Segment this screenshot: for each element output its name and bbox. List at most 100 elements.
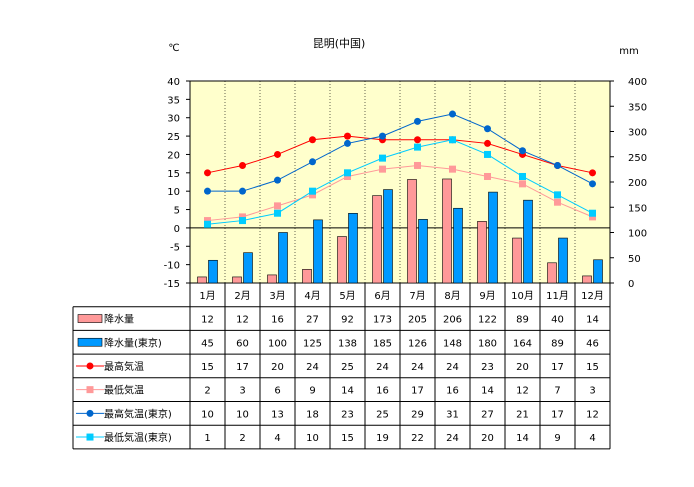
bar — [302, 269, 312, 284]
bar — [418, 219, 428, 284]
y-right-tick-label: 200 — [628, 178, 647, 189]
line-point — [519, 147, 526, 155]
bar — [313, 219, 323, 284]
table-cell: 20 — [516, 362, 529, 373]
bar — [453, 207, 463, 284]
table-cell: 89 — [516, 315, 529, 326]
line-point — [414, 117, 421, 125]
y-left-tick-label: 35 — [167, 95, 180, 106]
y-left-tick-label: -5 — [170, 242, 180, 253]
table-cell: 185 — [373, 338, 392, 349]
table-cell: 13 — [271, 409, 284, 420]
bar — [278, 232, 288, 284]
bar — [243, 252, 253, 284]
table-cell: 14 — [481, 386, 494, 397]
bar — [582, 275, 592, 284]
line-point — [274, 209, 281, 217]
table-cell: 7 — [554, 386, 560, 397]
table-cell: 126 — [408, 338, 427, 349]
table-cell: 9 — [554, 433, 560, 444]
bar — [197, 276, 207, 284]
table-cell: 20 — [481, 433, 494, 444]
bar — [442, 178, 452, 284]
y-left-unit-label: ℃ — [168, 43, 179, 54]
line-point — [484, 125, 491, 133]
x-tick-label: 12月 — [581, 290, 604, 302]
legend-label: 最低気温(東京) — [104, 431, 172, 444]
bar — [267, 274, 277, 284]
line-point — [589, 180, 596, 188]
line-point — [204, 187, 211, 195]
table-cell: 4 — [274, 433, 280, 444]
table-cell: 12 — [201, 315, 214, 326]
table-cell: 23 — [341, 409, 354, 420]
table-cell: 9 — [309, 386, 315, 397]
line-point — [239, 161, 246, 169]
table-cell: 27 — [481, 409, 494, 420]
x-tick-label: 5月 — [339, 290, 355, 302]
bar — [407, 179, 417, 284]
table-cell: 20 — [271, 362, 284, 373]
y-left-tick-label: 40 — [167, 77, 180, 88]
bar — [208, 259, 218, 284]
line-point — [239, 187, 246, 195]
table-cell: 3 — [239, 386, 245, 397]
table-cell: 122 — [478, 315, 497, 326]
line-point — [274, 150, 281, 158]
table-cell: 24 — [411, 362, 424, 373]
table-cell: 15 — [201, 362, 214, 373]
table-cell: 17 — [551, 409, 564, 420]
table-cell: 18 — [306, 409, 319, 420]
table-cell: 27 — [306, 315, 319, 326]
line-point — [554, 198, 561, 206]
line-point — [449, 165, 456, 173]
table-cell: 17 — [411, 386, 424, 397]
table-cell: 138 — [338, 338, 357, 349]
table-cell: 3 — [589, 386, 595, 397]
x-tick-label: 4月 — [304, 290, 320, 302]
x-tick-label: 3月 — [269, 290, 285, 302]
y-left-tick-label: 5 — [174, 206, 180, 217]
x-tick-label: 9月 — [479, 290, 495, 302]
x-tick-label: 1月 — [199, 290, 215, 302]
legend-label: 降水量(東京) — [104, 336, 162, 349]
table-cell: 45 — [201, 338, 214, 349]
y-right-tick-label: 350 — [628, 102, 647, 113]
line-point — [484, 150, 491, 158]
table-cell: 21 — [516, 409, 529, 420]
legend-label: 最高気温(東京) — [104, 407, 172, 420]
table-cell: 2 — [239, 433, 245, 444]
table-cell: 180 — [478, 338, 497, 349]
line-point — [484, 139, 491, 147]
table-cell: 19 — [376, 433, 389, 444]
table-cell: 1 — [204, 433, 210, 444]
line-point — [414, 143, 421, 151]
table-cell: 22 — [411, 433, 424, 444]
table-cell: 4 — [589, 433, 595, 444]
line-point — [274, 176, 281, 184]
y-right-unit-label: mm — [619, 46, 638, 57]
line-point — [589, 209, 596, 217]
y-left-tick-label: 10 — [167, 187, 180, 198]
chart-title: 昆明(中国) — [313, 37, 366, 50]
table-cell: 25 — [341, 362, 354, 373]
y-right-tick-label: 150 — [628, 203, 647, 214]
y-right-tick-label: 0 — [628, 279, 634, 290]
line-point — [309, 158, 316, 166]
line-point — [344, 169, 351, 177]
line-point — [379, 132, 386, 140]
y-right-tick-label: 400 — [628, 77, 647, 88]
legend-label: 最高気温 — [104, 360, 144, 373]
table-cell: 12 — [516, 386, 529, 397]
table-cell: 6 — [274, 386, 280, 397]
y-right-tick-label: 250 — [628, 153, 647, 164]
table-cell: 12 — [586, 409, 599, 420]
table-cell: 205 — [408, 315, 427, 326]
table-cell: 10 — [201, 409, 214, 420]
table-cell: 15 — [586, 362, 599, 373]
y-left-tick-label: -10 — [164, 261, 180, 272]
table-cell: 16 — [446, 386, 459, 397]
line-point — [519, 172, 526, 180]
line-point — [309, 191, 316, 199]
y-right-tick-label: 100 — [628, 229, 647, 240]
